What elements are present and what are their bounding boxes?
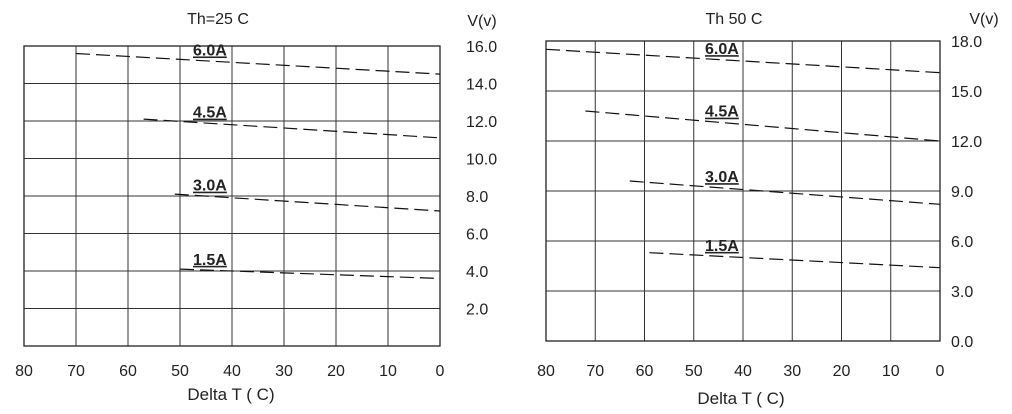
chart-left: Th=25 C V(v) Delta T ( C) 80 70 60 50 40 30 20…: [15, 11, 497, 404]
series-label: 3.0A: [705, 169, 739, 186]
x-tick-label: 60: [119, 363, 137, 380]
plot-frame: [23, 45, 441, 347]
y-axis-label: V(v): [467, 13, 496, 30]
y-tick-label: 4.0: [466, 264, 488, 281]
x-tick-label: 70: [67, 363, 85, 380]
y-tick-label: 3.0: [951, 284, 973, 301]
series-label: 4.5A: [705, 104, 739, 121]
series-line: [174, 193, 441, 212]
x-tick-label: 20: [327, 363, 345, 380]
series-line: [179, 268, 441, 280]
y-tick-label: 6.0: [951, 234, 973, 251]
y-tick-label: 10.0: [466, 152, 497, 169]
x-axis-label: Delta T ( C): [697, 389, 784, 408]
series-label: 6.0A: [193, 42, 227, 59]
y-tick-label: 12.0: [466, 114, 497, 131]
y-tick-label: 15.0: [951, 84, 982, 101]
series-line: [143, 118, 441, 139]
y-tick-label: 18.0: [951, 34, 982, 51]
series-label: 6.0A: [705, 41, 739, 58]
y-tick-label: 9.0: [951, 184, 973, 201]
chart-right: Th 50 C V(v) Delta T ( C) 80 70 60 50 40 30 20…: [537, 11, 999, 408]
x-tick-label: 0: [936, 363, 945, 380]
series-line: [585, 110, 941, 142]
y-tick-label: 2.0: [466, 302, 488, 319]
y-tick-label: 0.0: [951, 334, 973, 351]
x-tick-label: 70: [586, 363, 604, 380]
x-tick-label: 80: [15, 363, 33, 380]
x-tick-label: 80: [537, 363, 555, 380]
y-tick-label: 6.0: [466, 227, 488, 244]
x-tick-label: 60: [636, 363, 654, 380]
x-axis-label: Delta T ( C): [187, 385, 274, 404]
series-label: 1.5A: [193, 252, 227, 269]
chart-title: Th 50 C: [706, 11, 763, 28]
x-tick-label: 50: [171, 363, 189, 380]
plot-frame: [545, 40, 941, 342]
y-tick-label: 8.0: [466, 189, 488, 206]
series-label: 4.5A: [193, 105, 227, 122]
x-tick-label: 50: [685, 363, 703, 380]
series-line: [649, 252, 941, 269]
series-line: [545, 48, 941, 74]
grid: [545, 40, 941, 342]
series-label: 3.0A: [193, 178, 227, 195]
x-tick-label: 40: [223, 363, 241, 380]
x-tick-label: 10: [882, 363, 900, 380]
y-tick-label: 16.0: [466, 39, 497, 56]
x-tick-label: 30: [783, 363, 801, 380]
y-tick-label: 12.0: [951, 134, 982, 151]
x-tick-label: 0: [436, 363, 445, 380]
series-line: [75, 52, 441, 75]
chart-title: Th=25 C: [187, 11, 249, 28]
y-tick-label: 14.0: [466, 77, 497, 94]
x-tick-label: 10: [379, 363, 397, 380]
x-tick-label: 40: [734, 363, 752, 380]
grid: [23, 45, 441, 346]
series-label: 1.5A: [705, 238, 739, 255]
x-tick-label: 30: [275, 363, 293, 380]
series-line: [629, 180, 941, 205]
x-tick-label: 20: [833, 363, 851, 380]
y-axis-label: V(v): [969, 11, 998, 28]
